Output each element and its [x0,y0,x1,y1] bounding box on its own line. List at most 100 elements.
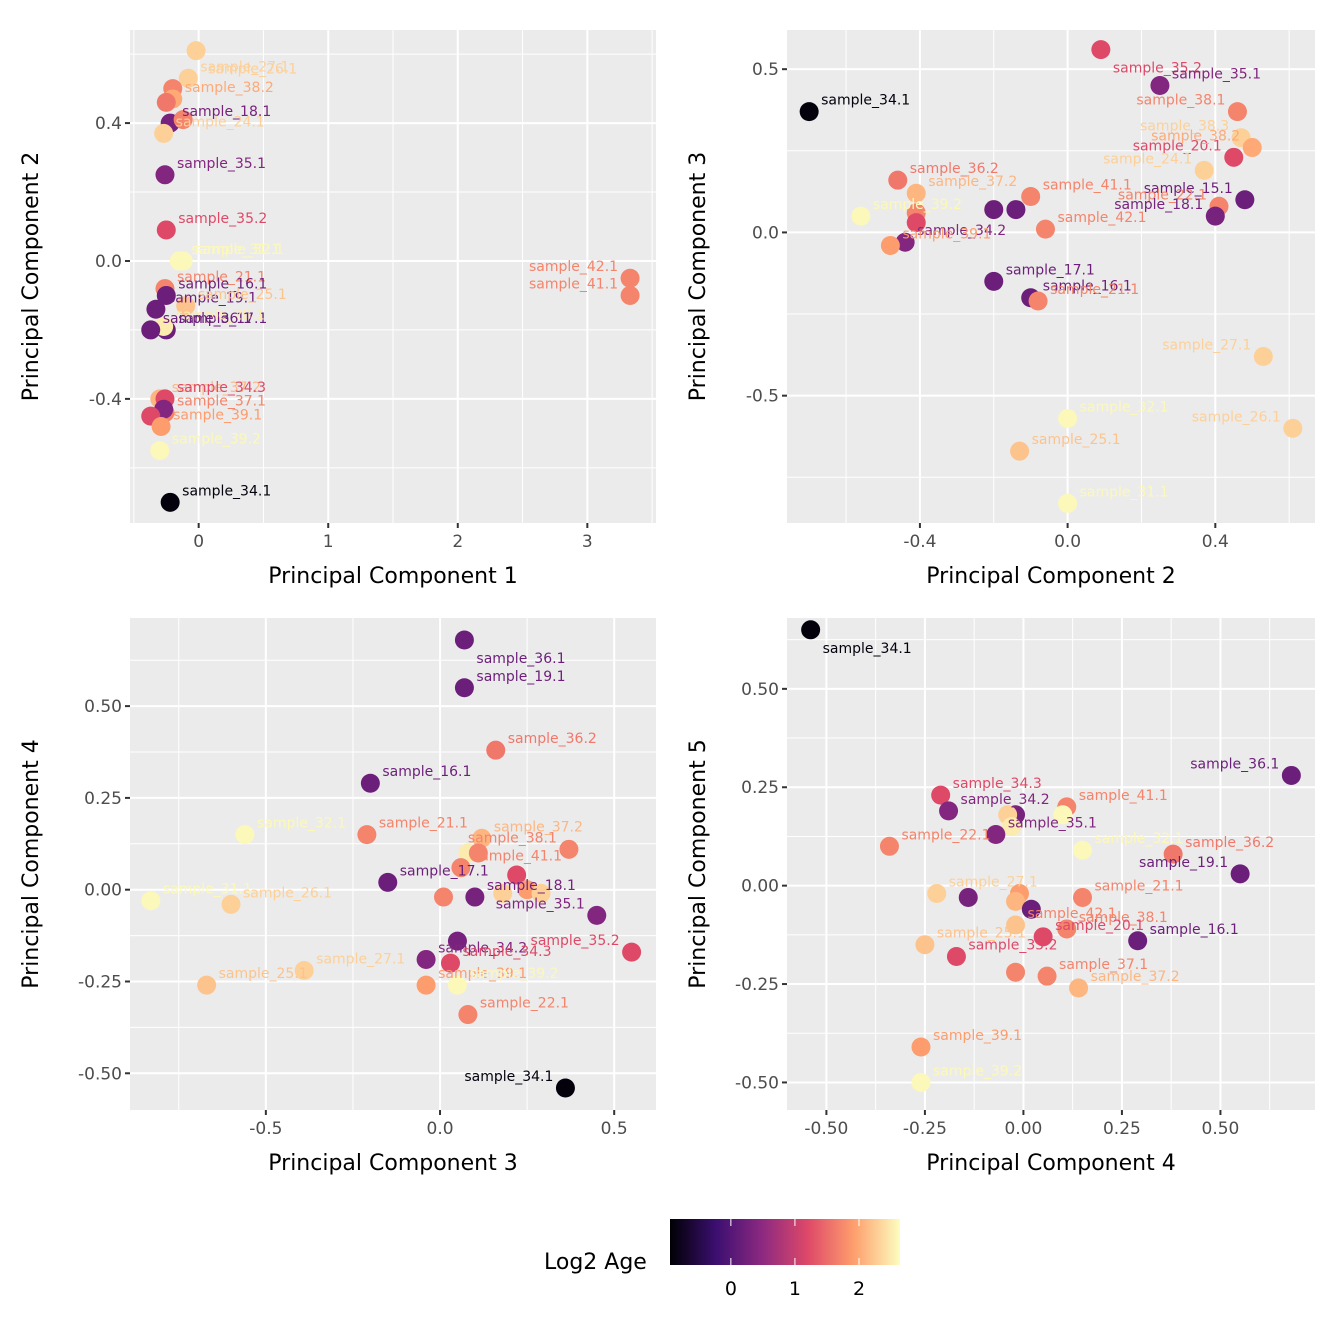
data-point[interactable] [150,441,170,461]
data-point[interactable] [1069,978,1089,998]
data-point[interactable] [906,183,926,203]
data-point[interactable] [1058,493,1078,513]
data-point[interactable] [186,41,206,61]
data-point[interactable] [468,843,488,863]
data-point[interactable] [235,825,255,845]
data-point[interactable] [587,905,607,925]
data-point[interactable] [360,773,380,793]
data-point[interactable] [620,285,640,305]
data-point[interactable] [1006,200,1026,220]
data-point[interactable] [1073,887,1093,907]
data-point[interactable] [1230,864,1250,884]
data-point[interactable] [946,946,966,966]
data-point[interactable] [440,953,460,973]
data-point[interactable] [156,92,176,112]
data-point[interactable] [156,220,176,240]
data-point[interactable] [465,887,485,907]
data-point[interactable] [1010,441,1030,461]
data-point[interactable] [154,123,174,143]
data-point[interactable] [141,320,161,340]
data-point[interactable] [1053,805,1073,825]
data-point[interactable] [1163,844,1183,864]
data-point[interactable] [984,271,1004,291]
data-point[interactable] [458,1005,478,1025]
data-point[interactable] [879,836,899,856]
data-point[interactable] [176,296,196,316]
data-point[interactable] [1205,206,1225,226]
data-point[interactable] [559,839,579,859]
data-point[interactable] [555,1078,575,1098]
data-point[interactable] [1006,915,1026,935]
data-point[interactable] [1033,927,1053,947]
data-point[interactable] [1058,409,1078,429]
data-point[interactable] [906,213,926,233]
data-point[interactable] [531,883,551,903]
data-point[interactable] [851,206,871,226]
data-point[interactable] [1037,966,1057,986]
data-point[interactable] [1224,147,1244,167]
data-point[interactable] [141,891,161,911]
data-point[interactable] [160,492,180,512]
data-point[interactable] [1002,817,1022,837]
data-point[interactable] [958,887,978,907]
data-point[interactable] [620,268,640,288]
data-point[interactable] [799,102,819,122]
data-point[interactable] [1227,102,1247,122]
data-point[interactable] [1021,899,1041,919]
data-point[interactable] [178,68,198,88]
data-point[interactable] [1242,138,1262,158]
data-point[interactable] [197,975,217,995]
data-point[interactable] [434,887,454,907]
data-point[interactable] [1253,346,1273,366]
data-point[interactable] [156,285,176,305]
data-point[interactable] [454,630,474,650]
data-point[interactable] [1006,891,1026,911]
data-point[interactable] [416,949,436,969]
data-point[interactable] [1091,40,1111,60]
data-point[interactable] [447,975,467,995]
data-point[interactable] [507,865,527,885]
data-point[interactable] [622,942,642,962]
data-point[interactable] [221,894,241,914]
data-point[interactable] [378,872,398,892]
data-point[interactable] [1057,919,1077,939]
data-point[interactable] [447,931,467,951]
data-point[interactable] [911,1037,931,1057]
data-point[interactable] [173,251,193,271]
data-point[interactable] [1283,418,1303,438]
data-point[interactable] [472,828,492,848]
data-point[interactable] [1021,187,1041,207]
data-point[interactable] [888,170,908,190]
data-point[interactable] [1235,190,1255,210]
data-point[interactable] [1281,765,1301,785]
y-tick-label: 0.0 [95,252,122,272]
data-point[interactable] [880,235,900,255]
data-point[interactable] [895,232,915,252]
data-point[interactable] [911,1072,931,1092]
data-point[interactable] [1035,219,1055,239]
data-point[interactable] [927,884,947,904]
data-point[interactable] [454,678,474,698]
data-point[interactable] [1028,291,1048,311]
data-point[interactable] [939,801,959,821]
data-point[interactable] [155,165,175,185]
data-point[interactable] [1073,840,1093,860]
data-point[interactable] [986,824,1006,844]
data-point[interactable] [416,975,436,995]
data-point[interactable] [1150,76,1170,96]
data-point[interactable] [801,620,821,640]
data-point[interactable] [357,825,377,845]
data-point[interactable] [451,858,471,878]
data-point[interactable] [151,416,171,436]
data-point[interactable] [915,935,935,955]
data-point[interactable] [931,785,951,805]
data-point[interactable] [146,299,166,319]
data-point[interactable] [486,740,506,760]
data-point[interactable] [294,960,314,980]
data-point[interactable] [1006,962,1026,982]
data-point[interactable] [173,110,193,130]
data-point[interactable] [984,200,1004,220]
data-point[interactable] [1194,160,1214,180]
data-point[interactable] [1128,931,1148,951]
data-point[interactable] [493,883,513,903]
